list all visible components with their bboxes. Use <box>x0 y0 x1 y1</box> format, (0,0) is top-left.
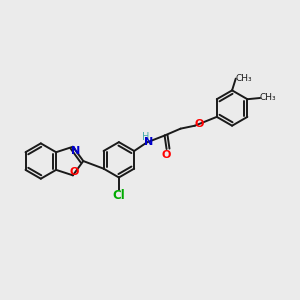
Text: N: N <box>144 137 154 147</box>
Text: O: O <box>194 119 204 129</box>
Text: CH₃: CH₃ <box>235 74 252 83</box>
Text: CH₃: CH₃ <box>260 94 276 103</box>
Text: O: O <box>162 150 171 160</box>
Text: Cl: Cl <box>112 189 125 202</box>
Text: N: N <box>71 146 80 156</box>
Text: H: H <box>142 132 149 142</box>
Text: O: O <box>69 167 79 177</box>
